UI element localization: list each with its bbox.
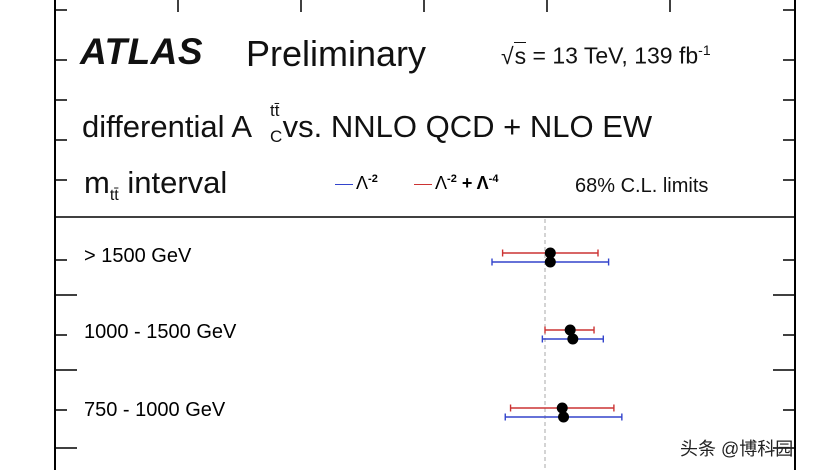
subtitle-rest: interval xyxy=(118,165,228,200)
energy-s: s xyxy=(513,41,527,69)
row-label: 750 - 1000 GeV xyxy=(84,399,226,421)
legend-red-label: Λ xyxy=(435,173,448,193)
title-subscript: C xyxy=(270,127,283,146)
title-superscript: tt̄ xyxy=(270,101,280,120)
central-point-blue xyxy=(558,411,570,423)
central-point-red xyxy=(564,324,576,336)
sqrt-symbol: √ xyxy=(501,42,514,69)
experiment-label: ATLAS xyxy=(80,31,204,72)
row-label: 1000 - 1500 GeV xyxy=(84,321,237,343)
central-point-blue xyxy=(567,333,579,345)
legend-entry-red: Λ-2 + Λ-4 xyxy=(414,173,498,194)
row-label: > 1500 GeV xyxy=(84,245,192,267)
legend-swatch-blue xyxy=(335,183,353,185)
chart-subtitle: mtt̄ interval xyxy=(84,165,227,205)
status-label: Preliminary xyxy=(246,33,427,74)
legend-blue-exp: -2 xyxy=(368,173,378,185)
title-ac-scripts: tt̄ C xyxy=(252,101,282,146)
chart-title: differential A tt̄ C vs. NNLO QCD + NLO EW xyxy=(82,101,653,146)
watermark: 头条 @博科园 xyxy=(680,439,794,459)
energy-label: √s = 13 TeV, 139 fb-1 xyxy=(501,41,711,70)
legend-swatch-red xyxy=(414,183,432,185)
energy-value: = 13 TeV, 139 fb xyxy=(526,42,699,69)
subtitle-m: m xyxy=(84,165,110,200)
central-point-blue xyxy=(544,256,556,268)
plot-frame xyxy=(54,0,796,470)
title-prefix: differential A xyxy=(82,109,253,144)
data-marks xyxy=(491,247,623,423)
central-point-red xyxy=(556,402,568,414)
legend-entry-blue: Λ-2 xyxy=(335,173,378,194)
axis-ticks xyxy=(54,0,796,449)
central-point-red xyxy=(544,247,556,259)
legend-red-plus: + Λ xyxy=(456,173,489,193)
legend-red-exp: -2 xyxy=(447,173,457,185)
cl-label: 68% C.L. limits xyxy=(575,175,709,197)
title-suffix: vs. NNLO QCD + NLO EW xyxy=(274,109,653,144)
legend-red-exp2: -4 xyxy=(488,173,499,185)
legend-blue-label: Λ xyxy=(356,173,369,193)
subtitle-subscript: tt̄ xyxy=(109,187,119,205)
energy-exponent: -1 xyxy=(698,42,711,58)
